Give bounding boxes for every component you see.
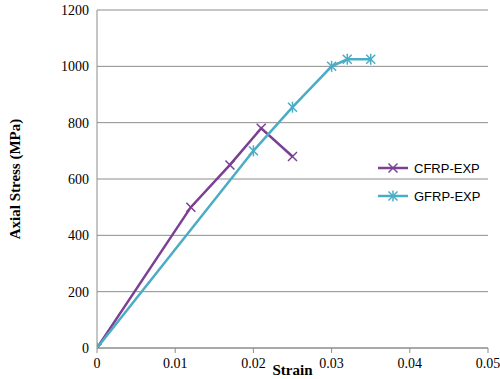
marker-stroke [366,55,375,64]
grid-line [97,122,488,123]
x-tick-label: 0.01 [163,356,188,371]
grid-line [97,235,488,236]
x-tick [331,348,332,353]
series-line [97,59,371,348]
y-tick-label: 1200 [61,3,89,18]
legend: CFRP-EXP GFRP-EXP [378,161,480,204]
marker-stroke [257,124,266,133]
point-marker [327,61,336,72]
point-marker [343,54,352,65]
legend-label: GFRP-EXP [414,189,480,204]
point-marker [288,102,297,113]
marker-stroke [97,343,98,349]
marker-stroke [327,62,336,71]
marker-stroke [225,160,234,169]
marker-stroke [392,191,394,202]
x-tick-label: 0 [94,356,101,371]
marker-stroke [249,146,258,155]
marker-stroke [186,203,195,212]
marker-stroke [343,55,352,64]
marker-stroke [389,192,398,201]
marker-stroke [389,164,398,173]
point-marker [186,203,195,212]
marker-stroke [327,62,336,71]
chart-svg: 0 200 400 600 800 1000 1200 0 0.01 0.02 0.03 0.04 0.… [0,0,500,379]
x-axis-title: Strain [272,362,313,378]
marker-stroke [97,344,102,349]
x-tick [409,348,410,353]
x-tick [253,348,254,353]
point-marker [257,124,266,133]
point-marker [249,145,258,156]
marker-stroke [225,160,234,169]
chart-container: 0 200 400 600 800 1000 1200 0 0.01 0.02 0.03 0.04 0.… [0,0,500,379]
marker-stroke [253,145,255,156]
point-marker [97,343,102,349]
x-tick-label: 0.02 [241,356,266,371]
grid-line [97,10,488,11]
marker-stroke [370,54,372,65]
grid-line [97,348,488,349]
marker-stroke [257,124,266,133]
point-marker [225,160,234,169]
marker-stroke [249,146,258,155]
x-axis [97,348,488,349]
marker-stroke [288,152,297,161]
plot-area [97,54,375,348]
point-marker [366,54,375,65]
marker-stroke [292,102,294,113]
x-tick [175,348,176,353]
series-line [97,128,293,348]
x-tick-label: 0.03 [319,356,344,371]
marker-stroke [366,55,375,64]
x-tick-label: 0.04 [398,356,423,371]
marker-stroke [389,192,398,201]
marker-stroke [389,164,398,173]
x-tick [97,348,98,353]
marker-stroke [346,54,348,65]
y-tick-label: 600 [68,172,89,187]
grid-line [97,66,488,67]
legend-marker [389,191,398,202]
y-axis [97,10,98,348]
marker-stroke [288,103,297,112]
marker-stroke [343,55,352,64]
marker-stroke [288,103,297,112]
y-tick-label: 400 [68,228,89,243]
x-tick [488,348,489,353]
marker-stroke [97,344,102,349]
legend-label: CFRP-EXP [414,161,480,176]
marker-stroke [288,152,297,161]
y-tick-label: 0 [82,341,89,356]
grid-line [97,179,488,180]
marker-stroke [186,203,195,212]
point-marker [288,152,297,161]
legend-marker [389,164,398,173]
grid-line [97,291,488,292]
marker-stroke [331,61,333,72]
y-tick-label: 800 [68,116,89,131]
y-axis-title: Axial Stress (MPa) [7,119,24,240]
x-tick-label: 0.05 [476,356,500,371]
y-tick-label: 200 [68,285,89,300]
y-tick-label: 1000 [61,59,89,74]
